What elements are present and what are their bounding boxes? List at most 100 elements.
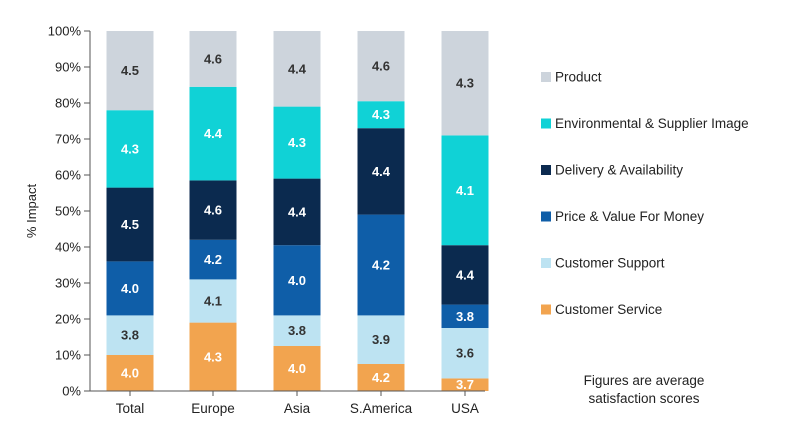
- x-tick-label: USA: [451, 401, 479, 416]
- data-label: 4.5: [121, 217, 139, 232]
- legend-entry: Product: [555, 70, 602, 85]
- data-label: 4.6: [204, 203, 222, 218]
- data-label: 4.4: [456, 267, 475, 282]
- footnote: Figures are average satisfaction scores: [584, 373, 705, 406]
- bar-stack: 4.2 3.9 4.2 4.4 4.3 4.6: [357, 31, 405, 391]
- y-tick-label: 10%: [55, 348, 81, 363]
- data-label: 4.6: [204, 51, 222, 66]
- y-tick-label: 90%: [55, 60, 81, 75]
- data-label: 4.3: [121, 141, 139, 156]
- legend-swatch: [541, 304, 551, 315]
- x-tick-label: Total: [116, 401, 145, 416]
- bar-stack: 4.3 4.1 4.2 4.6 4.4 4.6: [189, 31, 237, 391]
- bar-segment: [106, 187, 154, 262]
- bar-segment: [189, 180, 237, 240]
- axis-layer: % Impact 0% 10% 20% 30% 40% 50% 60% 70% 80% 90% 10…: [24, 24, 485, 416]
- y-tick-label: 40%: [55, 240, 81, 255]
- data-label: 4.0: [121, 281, 139, 296]
- data-label: 4.0: [288, 361, 306, 376]
- bar-segment: [106, 110, 154, 188]
- data-label: 4.6: [372, 59, 390, 74]
- bar-segment: [273, 245, 321, 316]
- y-tick-label: 0%: [62, 384, 81, 399]
- bar-segment: [273, 106, 321, 179]
- bar-segment: [357, 31, 405, 102]
- data-label: 4.4: [288, 204, 307, 219]
- bar-segment: [189, 86, 237, 181]
- data-label: 3.8: [288, 323, 306, 338]
- footnote-line-1: Figures are average: [584, 373, 705, 388]
- bar-segment: [189, 239, 237, 280]
- legend-entry: Customer Support: [555, 256, 665, 271]
- data-label: 3.6: [456, 346, 474, 361]
- legend-swatch: [541, 165, 551, 175]
- legend-swatch: [541, 72, 551, 82]
- bar-segment: [441, 328, 489, 379]
- legend: Product Environmental & Supplier Image Del…: [541, 70, 749, 317]
- data-label: 3.8: [456, 309, 474, 324]
- bar-segment: [357, 101, 405, 129]
- legend-swatch: [541, 211, 551, 222]
- data-label: 3.8: [121, 328, 139, 343]
- data-label: 4.3: [288, 135, 306, 150]
- bar-segment: [441, 304, 489, 328]
- data-label: 4.1: [456, 183, 474, 198]
- bar-segment: [441, 245, 489, 305]
- data-label: 4.0: [288, 273, 306, 288]
- y-tick-label: 80%: [55, 96, 81, 111]
- data-label: 4.5: [121, 63, 139, 78]
- bar-segment: [441, 378, 489, 391]
- data-label: 4.3: [204, 349, 222, 364]
- y-tick-label: 70%: [55, 132, 81, 147]
- bar-segment: [189, 31, 237, 87]
- y-tick-label: 30%: [55, 276, 81, 291]
- bar-segment: [357, 214, 405, 316]
- bar-segment: [273, 178, 321, 246]
- bar-stack: 4.0 3.8 4.0 4.4 4.3 4.4: [273, 31, 321, 391]
- bar-segment: [273, 31, 321, 107]
- legend-entry: Delivery & Availability: [555, 163, 683, 178]
- bar-segment: [189, 279, 237, 323]
- data-label: 3.7: [456, 377, 474, 392]
- bars-layer: 4.0 3.8 4.0 4.5 4.3 4.5 4.3 4.1 4.2 4.6 4.4 4.6 4.0 3…: [106, 31, 489, 392]
- data-label: 4.2: [372, 258, 390, 273]
- x-tick-label: Europe: [191, 401, 235, 416]
- bar-segment: [441, 135, 489, 246]
- y-axis-title: % Impact: [24, 184, 39, 239]
- data-label: 4.4: [372, 164, 391, 179]
- data-label: 4.1: [204, 294, 222, 309]
- bar-segment: [273, 346, 321, 391]
- bar-segment: [189, 322, 237, 391]
- x-tick-label: S.America: [350, 401, 413, 416]
- bar-stack: 4.0 3.8 4.0 4.5 4.3 4.5: [106, 31, 154, 391]
- y-tick-label: 20%: [55, 312, 81, 327]
- bar-segment: [106, 31, 154, 111]
- y-tick-label: 100%: [48, 24, 82, 39]
- data-label: 4.3: [456, 76, 474, 91]
- x-tick-label: Asia: [284, 401, 311, 416]
- y-tick-label: 50%: [55, 204, 81, 219]
- bar-segment: [357, 315, 405, 364]
- bar-segment: [106, 315, 154, 355]
- data-label: 4.2: [204, 252, 222, 267]
- y-tick-label: 60%: [55, 168, 81, 183]
- bar-segment: [106, 261, 154, 316]
- data-label: 4.0: [121, 366, 139, 381]
- bar-segment: [273, 315, 321, 346]
- bar-segment: [357, 128, 405, 215]
- data-label: 4.3: [372, 107, 390, 122]
- bar-segment: [357, 364, 405, 391]
- data-label: 3.9: [372, 332, 390, 347]
- legend-entry: Customer Service: [555, 302, 662, 317]
- legend-swatch: [541, 118, 551, 129]
- legend-entry: Price & Value For Money: [555, 209, 704, 224]
- data-label: 4.2: [372, 370, 390, 385]
- bar-segment: [106, 355, 154, 391]
- bar-segment: [441, 31, 489, 136]
- legend-entry: Environmental & Supplier Image: [555, 116, 749, 131]
- legend-swatch: [541, 258, 551, 268]
- data-label: 4.4: [204, 126, 223, 141]
- data-label: 4.4: [288, 61, 307, 76]
